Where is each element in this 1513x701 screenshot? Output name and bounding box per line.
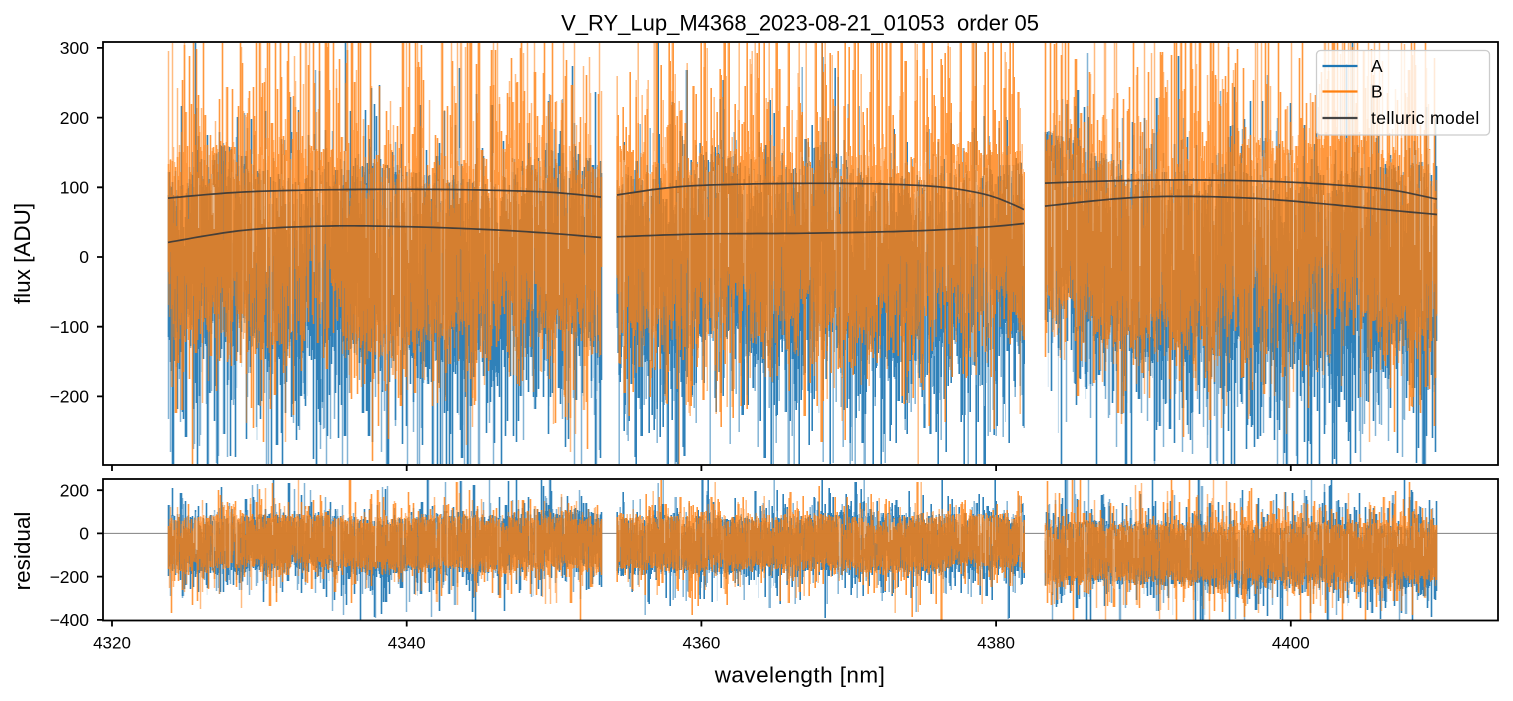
- svg-text:telluric model: telluric model: [1371, 108, 1480, 128]
- svg-text:4340: 4340: [388, 634, 426, 653]
- svg-text:−200: −200: [50, 387, 90, 407]
- svg-text:flux [ADU]: flux [ADU]: [10, 203, 35, 304]
- svg-text:0: 0: [79, 524, 89, 544]
- svg-text:−400: −400: [50, 610, 90, 630]
- svg-text:V_RY_Lup_M4368_2023-08-21_0105: V_RY_Lup_M4368_2023-08-21_01053 order 05: [561, 11, 1039, 36]
- svg-text:A: A: [1371, 56, 1383, 76]
- svg-text:300: 300: [60, 38, 89, 58]
- svg-text:200: 200: [60, 108, 89, 128]
- svg-text:4320: 4320: [93, 634, 131, 653]
- svg-text:0: 0: [79, 247, 89, 267]
- svg-text:−200: −200: [50, 567, 90, 587]
- svg-text:B: B: [1371, 82, 1383, 102]
- svg-text:wavelength [nm]: wavelength [nm]: [714, 663, 886, 688]
- svg-text:4400: 4400: [1272, 634, 1310, 653]
- svg-text:4380: 4380: [977, 634, 1015, 653]
- svg-text:−100: −100: [50, 317, 90, 337]
- svg-text:residual: residual: [10, 512, 35, 591]
- svg-text:4360: 4360: [682, 634, 720, 653]
- svg-text:200: 200: [60, 480, 89, 500]
- svg-text:100: 100: [60, 178, 89, 198]
